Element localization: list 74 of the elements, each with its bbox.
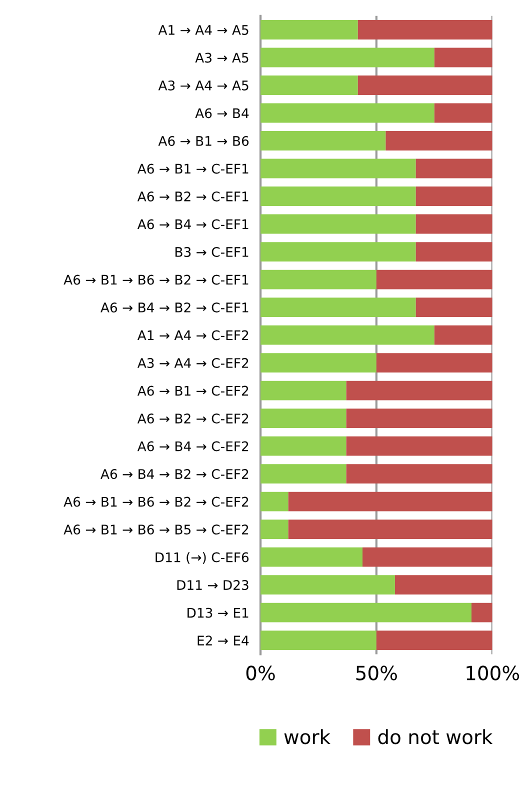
- bar: [260, 408, 346, 428]
- y-tick-label: A3 → A4 → C-EF2: [137, 358, 248, 368]
- bar: [260, 353, 376, 373]
- y-tick-label: A6 → B4 → B2 → C-EF2: [100, 469, 248, 480]
- y-tick-label: A6 → B1 → C-EF1: [137, 164, 248, 174]
- bar: [471, 602, 492, 622]
- bar: [260, 492, 288, 512]
- bar: [260, 186, 416, 206]
- bar: [288, 492, 492, 512]
- y-tick-label: A6 → B4 → B2 → C-EF1: [100, 302, 248, 312]
- bar: [416, 298, 492, 317]
- bar: [260, 547, 363, 567]
- bar: [358, 76, 492, 95]
- bar: [260, 602, 472, 622]
- y-tick-label: A1 → A4 → C-EF2: [137, 330, 248, 340]
- bar: [346, 436, 492, 456]
- bar: [416, 158, 492, 178]
- bar: [260, 325, 434, 345]
- bar: [260, 242, 416, 262]
- bar: [346, 408, 492, 428]
- bar: [386, 131, 492, 150]
- y-tick-label: A6 → B4 → C-EF1: [137, 219, 248, 230]
- bar: [260, 131, 386, 150]
- y-tick-label: A6 → B1 → B6 → B5 → C-EF2: [64, 524, 248, 535]
- legend-label: do not work: [378, 729, 493, 744]
- bar: [260, 103, 434, 123]
- bar: [376, 353, 492, 373]
- y-tick-label: A6 → B1 → C-EF2: [137, 386, 248, 396]
- x-tick-label: 100%: [466, 666, 520, 680]
- y-tick-label: A6 → B4 → C-EF2: [137, 441, 248, 452]
- y-tick-label: A6 → B1 → B6: [158, 136, 249, 146]
- bar: [260, 20, 358, 40]
- y-tick-label: B3 → C-EF1: [176, 247, 248, 257]
- y-tick-label: A1 → A4 → A5: [158, 25, 248, 35]
- y-tick-label: A6 → B2 → C-EF2: [137, 414, 248, 424]
- bar: [416, 214, 492, 234]
- bar: [394, 575, 492, 595]
- bar: [434, 103, 492, 123]
- y-tick-label: A6 → B1 → B6 → B2 → C-EF2: [64, 496, 248, 507]
- bar: [362, 547, 492, 567]
- bar: [260, 270, 376, 290]
- y-tick-label: E2 → E4: [198, 636, 249, 646]
- bar: [260, 575, 395, 595]
- bar: [376, 270, 492, 290]
- bar: [416, 242, 492, 262]
- bar: [416, 186, 492, 206]
- bar: [260, 436, 346, 456]
- bar: [434, 325, 492, 345]
- y-tick-label: A6 → B2 → C-EF1: [137, 191, 248, 202]
- bar: [346, 464, 492, 484]
- bar: [358, 20, 492, 40]
- bar: [260, 464, 346, 484]
- bar: [260, 76, 358, 95]
- bar: [260, 48, 434, 68]
- y-tick-label: A6 → B1 → B6 → B2 → C-EF1: [64, 274, 248, 285]
- x-tick-label: 0%: [246, 666, 275, 680]
- bar: [260, 158, 416, 178]
- y-tick-label: A3 → A4 → A5: [158, 80, 248, 90]
- bar: [288, 520, 492, 540]
- bar: [346, 380, 492, 400]
- legend-label: work: [284, 729, 330, 744]
- bar: [260, 380, 346, 400]
- y-tick-label: D13 → E1: [188, 608, 248, 618]
- bar: [260, 520, 288, 540]
- bar: [260, 630, 376, 650]
- y-tick-label: A3 → A5: [195, 52, 248, 63]
- y-tick-label: D11 (→) C-EF6: [156, 552, 249, 564]
- bar: [260, 214, 416, 234]
- y-tick-label: D11 → D23: [177, 580, 248, 590]
- bar: [260, 298, 416, 317]
- y-tick-label: A6 → B4: [195, 108, 249, 118]
- x-tick-label: 50%: [356, 666, 397, 680]
- bar: [434, 48, 492, 68]
- bar: [376, 630, 492, 650]
